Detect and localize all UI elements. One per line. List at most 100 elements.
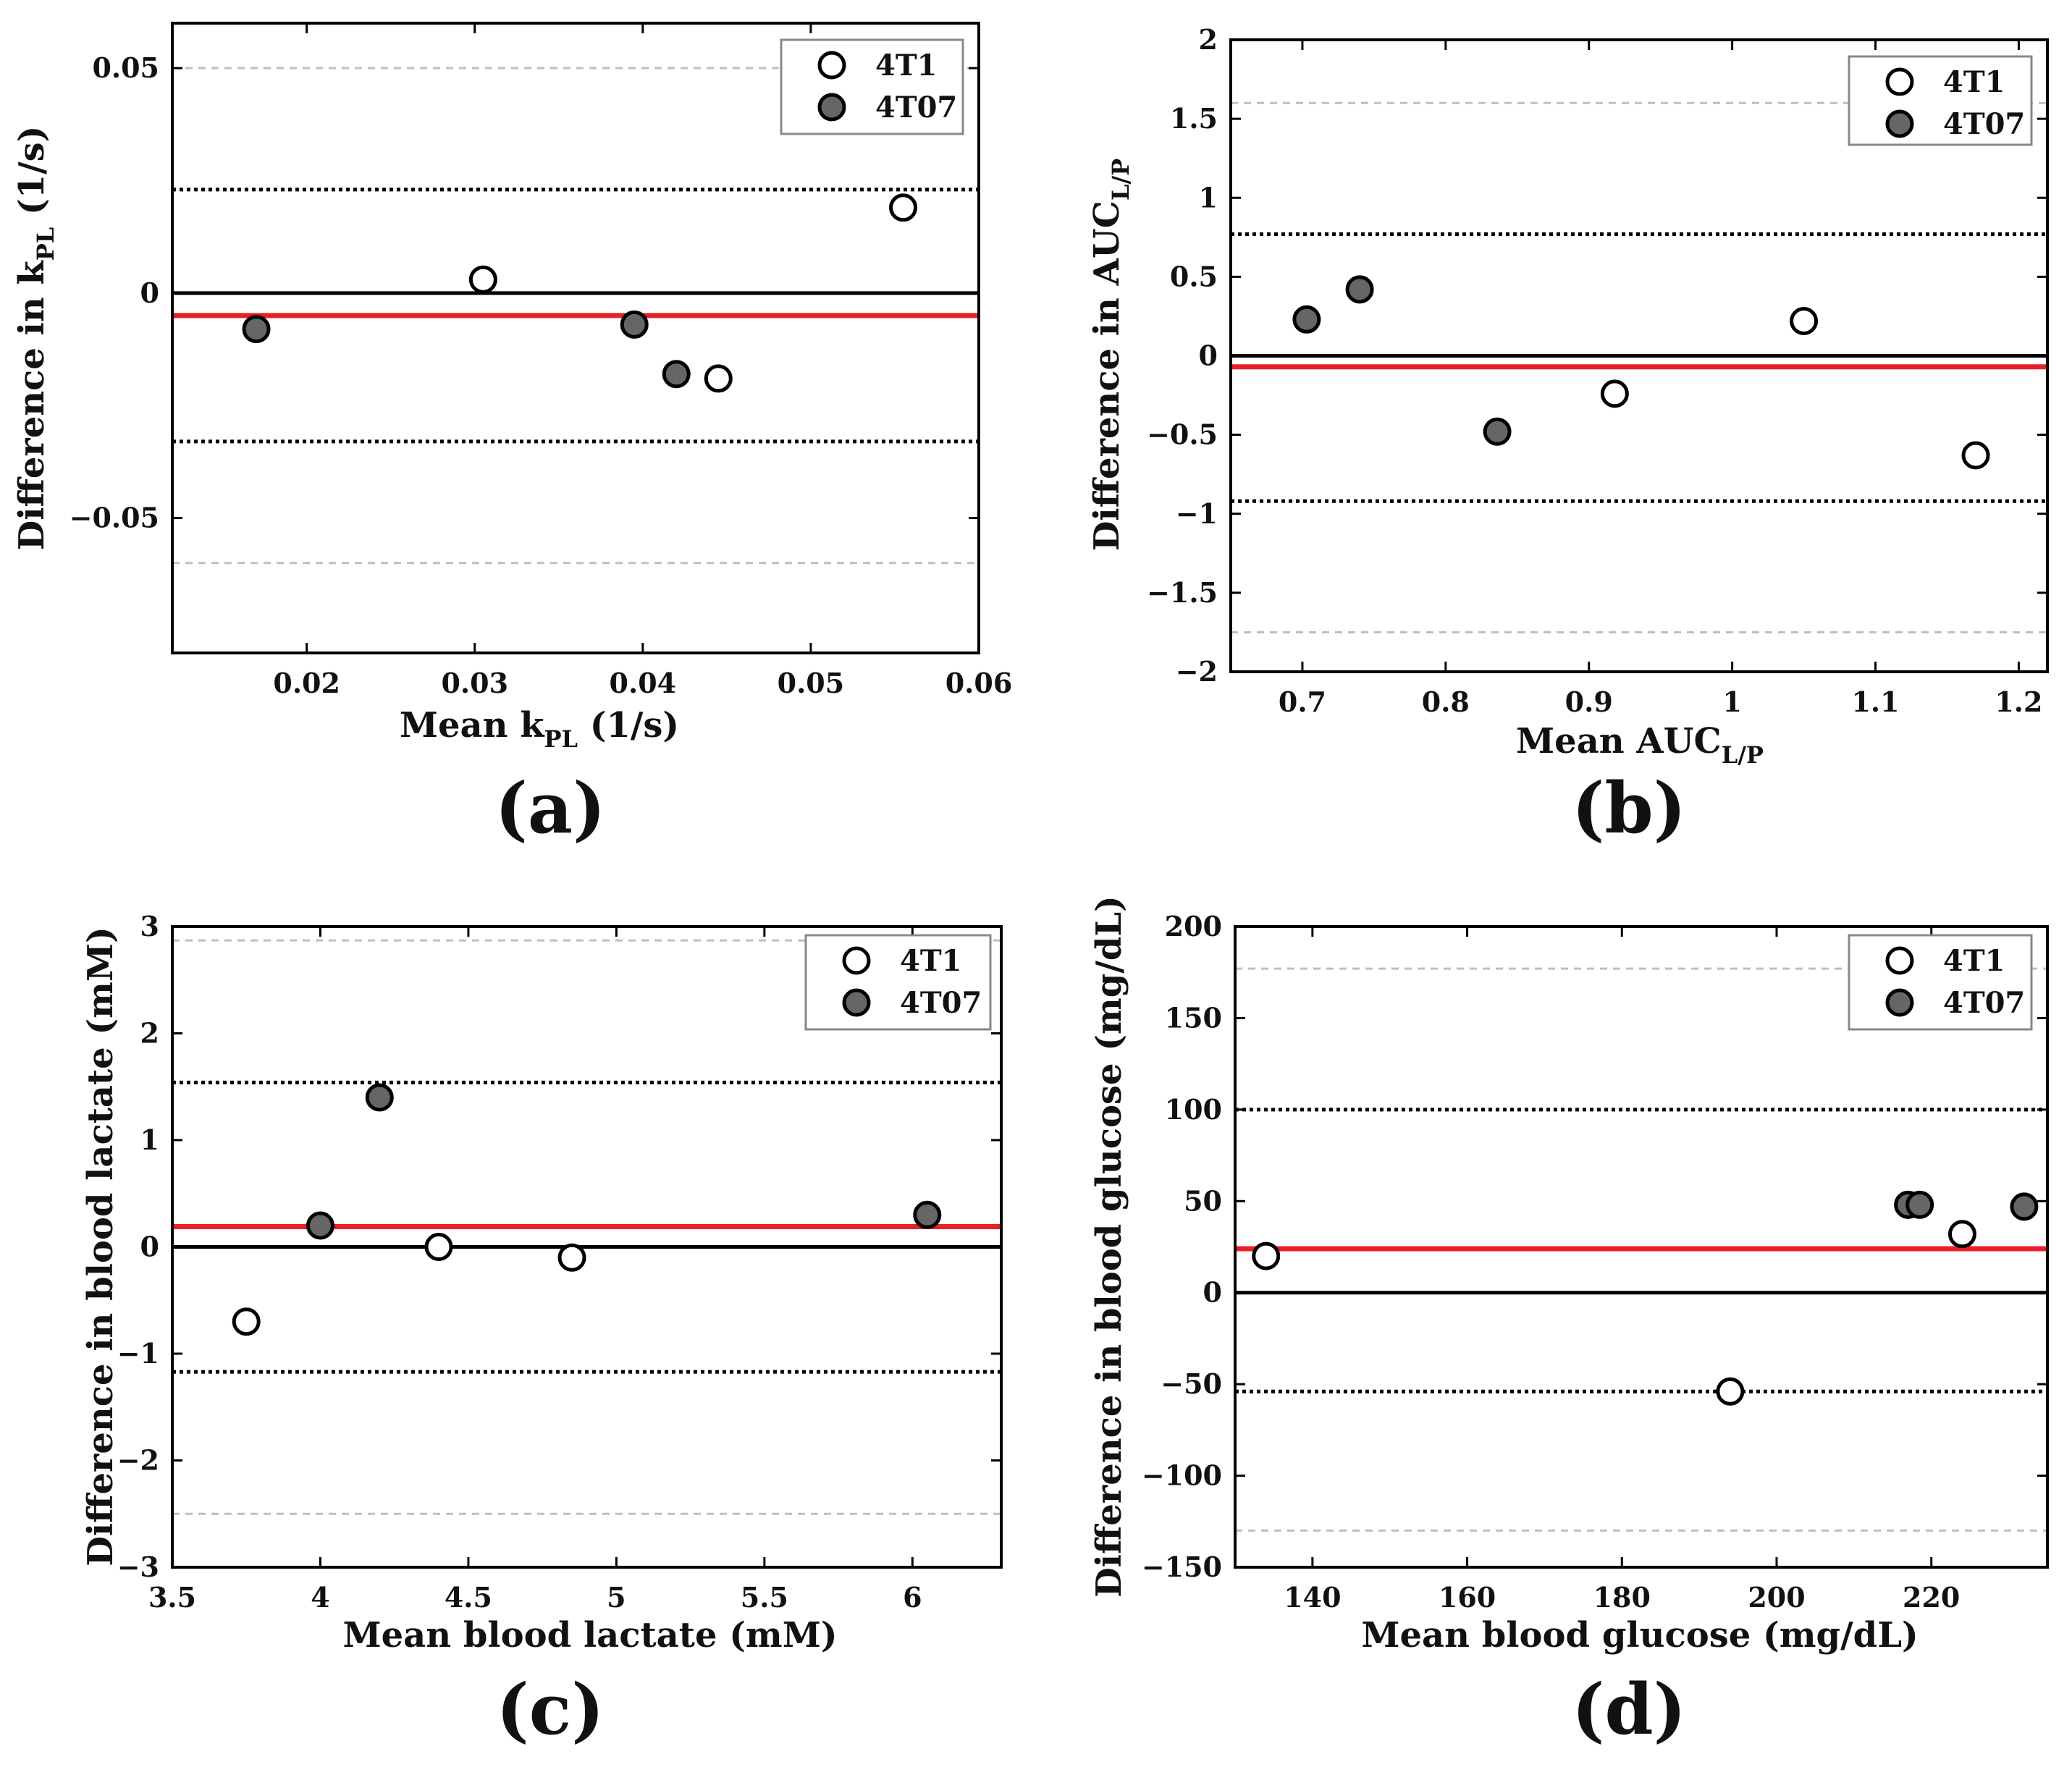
y-tick-label: 1.5: [1170, 102, 1218, 135]
data-point-4t1: [1790, 306, 1819, 335]
y-tick-label: −50: [1161, 1367, 1222, 1400]
y-tick-label: 2: [140, 1017, 159, 1050]
x-tick-label: 140: [1284, 1581, 1341, 1614]
panel-d: 140 160 180 200 220 −150 −100 −50 0 50 100 150 200 4T…: [1089, 895, 2049, 1750]
y-axis-label-subscript: L/P: [1107, 159, 1134, 201]
x-tick-label: 3.5: [148, 1581, 196, 1614]
y-axis-label-subscript: PL: [32, 227, 59, 261]
y-tick-label: −1: [1176, 497, 1218, 530]
legend: 4T1 4T07: [1848, 934, 2033, 1031]
y-tick-label: −2: [117, 1444, 159, 1477]
y-axis-label-unit: (1/s): [12, 126, 52, 227]
x-tick-label: 0.06: [946, 667, 1013, 699]
y-tick-label: 50: [1184, 1184, 1222, 1217]
data-point-4t1: [1961, 441, 1990, 470]
data-point-4t07: [1292, 305, 1321, 334]
y-axis-label-main: Difference in k: [12, 260, 52, 551]
y-tick-label: −100: [1142, 1459, 1222, 1492]
legend-marker-4t1: [817, 51, 846, 80]
x-tick-label: 180: [1593, 1581, 1651, 1614]
y-tick-label: −150: [1142, 1551, 1222, 1583]
y-tick-label: −0.5: [1147, 418, 1218, 451]
data-point-4t07: [365, 1083, 394, 1112]
y-axis-label: Difference in blood glucose (mg/dL): [1089, 895, 1129, 1598]
x-axis-label-subscript: PL: [544, 725, 578, 753]
x-axis-label: Mean kPL (1/s): [400, 705, 679, 753]
y-axis-label: Difference in blood lactate (mM): [80, 927, 121, 1566]
data-point-4t1: [1252, 1241, 1281, 1270]
data-point-4t07: [620, 310, 649, 339]
panel-c: 3.5 4 4.5 5 5.5 6 −3 −2 −1 0 1 2 3 4T1 4T07 Mean blood …: [80, 910, 1003, 1750]
data-point-4t1: [424, 1233, 453, 1261]
legend-marker-4t07: [1885, 988, 1914, 1017]
data-point-4t1: [889, 193, 918, 222]
panel-letter: (c): [496, 1669, 604, 1750]
x-tick-label: 0.9: [1565, 686, 1613, 718]
legend-label: 4T1: [900, 944, 961, 978]
y-axis-label: Difference in kPL (1/s): [12, 126, 59, 551]
legend-marker-4t07: [842, 988, 871, 1017]
panel-b: 0.7 0.8 0.9 1 1.1 1.2 −2 −1.5 −1 −0.5 0 0.5 1 1.5 2 4T1…: [1087, 23, 2049, 849]
plot-frame: [171, 22, 980, 654]
y-tick-label: −1: [117, 1337, 159, 1370]
legend-label: 4T07: [1943, 107, 2025, 141]
data-point-4t07: [1483, 417, 1512, 446]
x-tick-label: 200: [1748, 1581, 1805, 1614]
x-tick-label: 160: [1439, 1581, 1496, 1614]
legend: 4T1 4T07: [804, 934, 992, 1031]
data-point-4t07: [306, 1211, 334, 1240]
x-tick-label: 0.04: [610, 667, 677, 699]
legend: 4T1 4T07: [1848, 55, 2033, 146]
x-tick-label: 0.8: [1422, 686, 1470, 718]
data-point-4t07: [242, 315, 271, 344]
x-axis-label-main: Mean k: [400, 705, 545, 746]
y-tick-label: 1: [1199, 181, 1218, 214]
data-point-4t1: [704, 364, 733, 393]
data-point-4t1: [557, 1243, 586, 1272]
legend-marker-4t1: [1885, 67, 1914, 96]
plot-frame: [1234, 925, 2049, 1569]
legend-marker-4t1: [842, 946, 871, 975]
legend-marker-4t07: [817, 93, 846, 122]
y-axis-label: Difference in AUCL/P: [1087, 159, 1134, 551]
y-tick-label: −1.5: [1147, 576, 1218, 609]
x-axis-label-unit: (1/s): [578, 705, 679, 746]
x-axis-label: Mean blood glucose (mg/dL): [1361, 1615, 1918, 1656]
y-tick-label: 3: [140, 910, 159, 943]
data-point-4t07: [913, 1200, 942, 1229]
data-point-4t1: [1716, 1377, 1745, 1406]
x-tick-label: 6: [903, 1581, 922, 1614]
panel-a: 0.02 0.03 0.04 0.05 0.06 −0.05 0 0.05 4T1 4T07 Mea…: [12, 22, 1013, 849]
data-point-4t07: [1345, 275, 1374, 304]
x-tick-label: 220: [1903, 1581, 1960, 1614]
y-tick-label: 0: [1203, 1276, 1222, 1309]
x-tick-label: 0.05: [778, 667, 845, 699]
x-tick-label: 1.1: [1851, 686, 1899, 718]
y-tick-label: 0.5: [1170, 260, 1218, 292]
y-tick-label: 0: [140, 1231, 159, 1263]
y-tick-label: −0.05: [70, 502, 159, 534]
legend-box: [780, 38, 964, 135]
data-point-4t1: [1600, 379, 1629, 408]
x-tick-label: 1: [1722, 686, 1741, 718]
legend-marker-4t1: [1885, 946, 1914, 975]
legend-label: 4T07: [1943, 986, 2025, 1020]
y-tick-label: −3: [117, 1551, 159, 1583]
data-point-4t1: [232, 1307, 261, 1336]
x-axis-label-subscript: L/P: [1722, 741, 1764, 769]
x-tick-label: 1.2: [1995, 686, 2042, 718]
panel-letter: (d): [1572, 1669, 1686, 1750]
y-axis-label-main: Difference in AUC: [1087, 201, 1127, 551]
y-axis-label-main: Difference in blood lactate (mM): [80, 927, 121, 1566]
x-tick-label: 5.5: [741, 1581, 788, 1614]
legend-box: [804, 934, 992, 1031]
y-tick-label: 200: [1165, 910, 1222, 943]
x-axis-label-main: Mean blood lactate (mM): [342, 1615, 837, 1656]
legend-label: 4T07: [875, 90, 957, 125]
x-axis-label: Mean AUCL/P: [1516, 721, 1764, 769]
legend: 4T1 4T07: [780, 38, 964, 135]
data-point-4t1: [1947, 1220, 1976, 1249]
legend-label: 4T1: [1943, 944, 2005, 978]
legend-label: 4T1: [1943, 65, 2005, 99]
data-point-4t07: [2010, 1192, 2039, 1221]
